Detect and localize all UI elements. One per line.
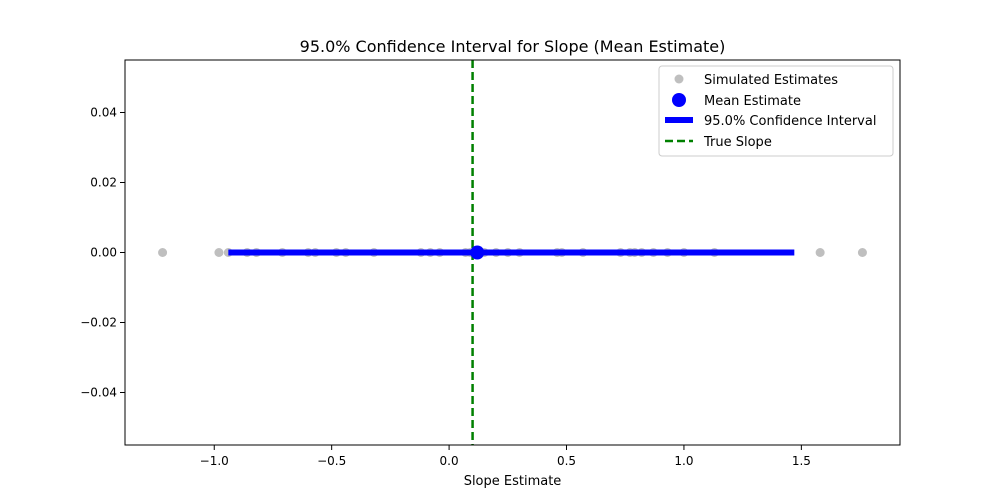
legend-label: 95.0% Confidence Interval — [704, 114, 876, 129]
legend-box — [658, 65, 894, 157]
simulated-estimate-point — [214, 248, 224, 257]
x-tick-label: 1.0 — [674, 454, 693, 468]
legend-marker-mean — [672, 93, 686, 107]
y-tick-label: 0.04 — [90, 106, 117, 120]
x-tick-label: 1.5 — [792, 454, 811, 468]
simulated-estimate-point — [815, 248, 825, 257]
y-axis: 0.04 0.02 0.00 −0.02 −0.04 — [80, 106, 125, 400]
plot-area — [158, 60, 867, 445]
x-axis-label: Slope Estimate — [464, 474, 562, 489]
simulated-estimate-point — [158, 248, 168, 257]
x-tick-label: 0.0 — [440, 454, 459, 468]
legend-marker-simulated — [674, 74, 684, 84]
x-tick-label: −1.0 — [200, 454, 229, 468]
mean-estimate-point — [470, 245, 485, 260]
y-tick-label: 0.00 — [90, 246, 117, 260]
legend-label: Simulated Estimates — [704, 73, 838, 88]
legend-label: True Slope — [703, 135, 772, 150]
chart-title: 95.0% Confidence Interval for Slope (Mea… — [300, 37, 726, 56]
legend: Simulated Estimates Mean Estimate 95.0% Co… — [658, 65, 894, 157]
x-tick-label: 0.5 — [557, 454, 576, 468]
y-tick-label: −0.02 — [80, 316, 117, 330]
y-tick-label: −0.04 — [80, 386, 117, 400]
y-tick-label: 0.02 — [90, 176, 117, 190]
x-tick-label: −0.5 — [317, 454, 346, 468]
simulated-estimate-point — [857, 248, 867, 257]
x-axis: −1.0 −0.5 0.0 0.5 1.0 1.5 — [200, 445, 811, 468]
legend-label: Mean Estimate — [704, 94, 801, 109]
